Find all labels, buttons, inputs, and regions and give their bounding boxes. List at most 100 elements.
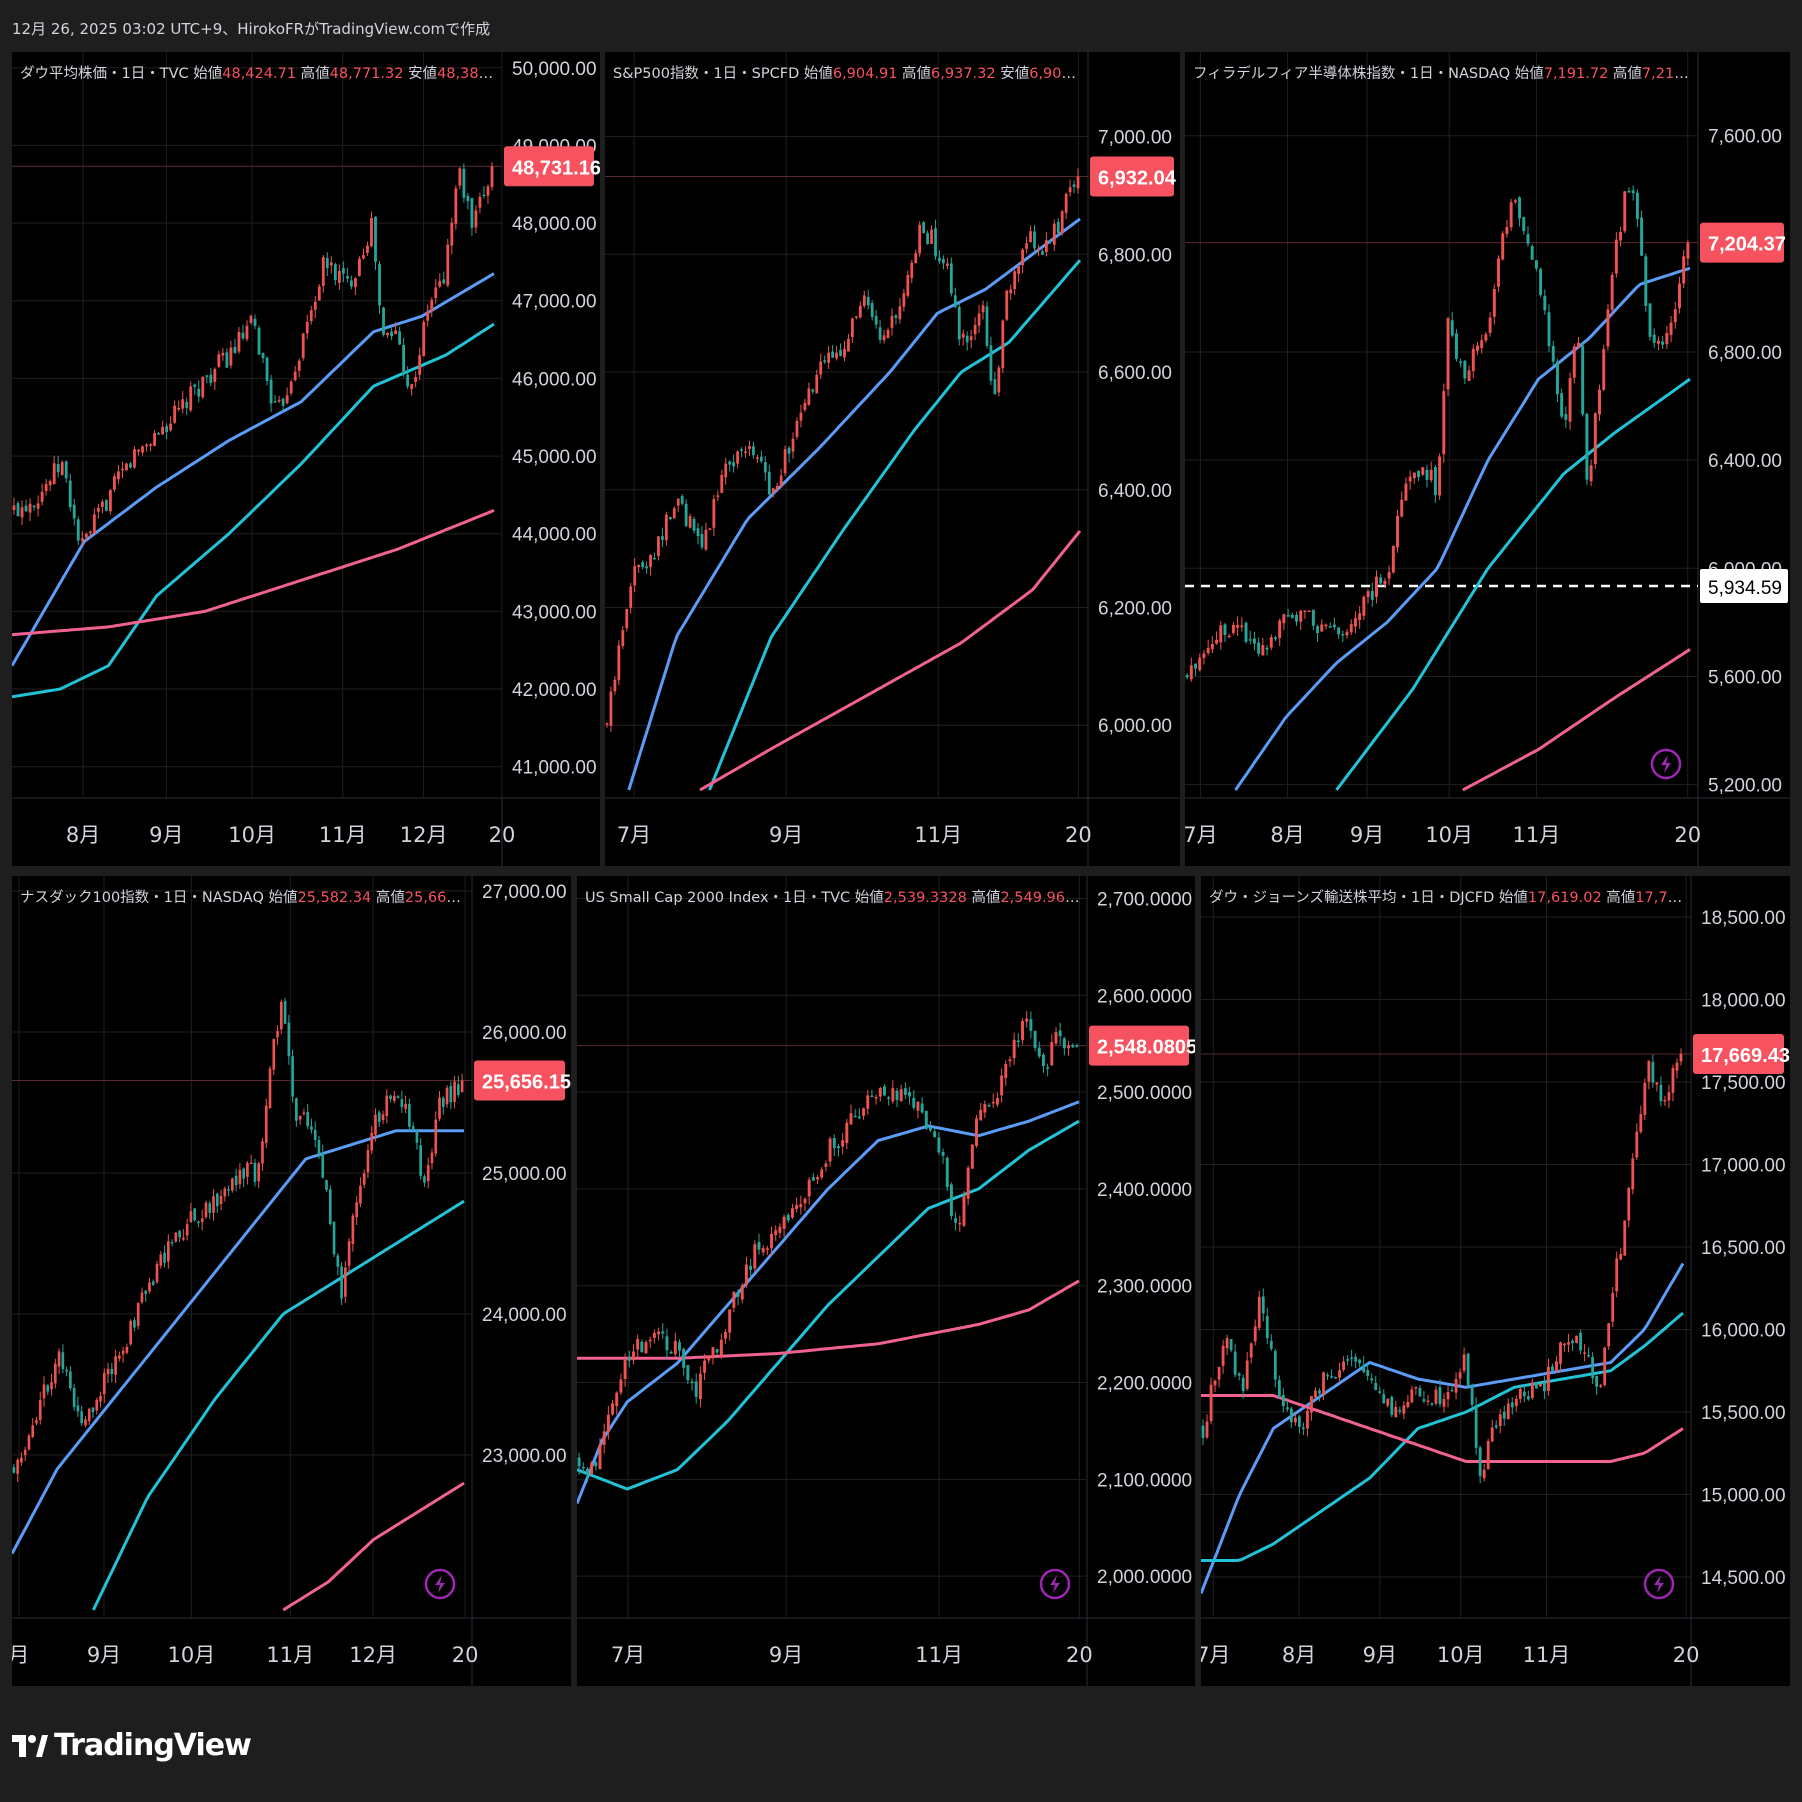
chart-canvas-dow[interactable]: 50,000.0049,000.0048,000.0047,000.0046,0… bbox=[12, 52, 600, 866]
candle bbox=[20, 1452, 23, 1466]
candle bbox=[795, 417, 799, 440]
candles bbox=[12, 997, 464, 1483]
candle bbox=[1326, 1372, 1329, 1381]
candle bbox=[1056, 218, 1060, 235]
candle bbox=[411, 1122, 415, 1132]
candle bbox=[761, 1245, 765, 1256]
candle bbox=[329, 256, 333, 274]
candle bbox=[732, 1291, 736, 1313]
candle bbox=[1237, 1372, 1241, 1381]
chart-legend-sox[interactable]: フィラデルフィア半導体株指数・1日・NASDAQ 始値7,191.72 高値7,… bbox=[1193, 62, 1692, 83]
candle bbox=[221, 348, 225, 361]
chart-panel-rut[interactable]: 2,700.0000 2,600.0000 2,500.0000 2,400.0000… bbox=[577, 876, 1195, 1686]
candle bbox=[787, 446, 791, 463]
candle bbox=[144, 1289, 148, 1303]
chart-legend-djt[interactable]: ダウ・ジョーンズ輸送株平均・1日・DJCFD 始値17,619.02 高値17,… bbox=[1209, 886, 1685, 907]
candle bbox=[213, 367, 217, 391]
candle bbox=[903, 1082, 907, 1100]
candle bbox=[1647, 1060, 1651, 1090]
candle bbox=[637, 564, 641, 573]
candle bbox=[1076, 168, 1080, 194]
candle bbox=[344, 1261, 347, 1303]
candle bbox=[398, 326, 402, 346]
y-tick-label: 2,600.0000 bbox=[1097, 986, 1192, 1007]
lightning-bolt-icon[interactable] bbox=[1039, 1568, 1071, 1600]
candle bbox=[1060, 209, 1064, 236]
candle bbox=[197, 380, 201, 403]
chart-legend-dow[interactable]: ダウ平均株価・1日・TVC 始値48,424.71 高値48,771.32 安値… bbox=[20, 62, 496, 83]
moving-average-3 bbox=[12, 509, 495, 637]
candle bbox=[1354, 1353, 1358, 1369]
chart-panel-spx[interactable]: 7,000.00 6,800.00 6,600.00 6,400.00 6,200.00… bbox=[605, 52, 1180, 866]
x-tick-label: 12月 bbox=[400, 823, 448, 847]
candle bbox=[1269, 634, 1273, 651]
candle bbox=[140, 1287, 144, 1305]
candle bbox=[661, 1323, 665, 1339]
x-tick-label: 7月 bbox=[1201, 1643, 1230, 1667]
candle bbox=[1623, 1220, 1627, 1257]
candle bbox=[1471, 344, 1475, 379]
last-price-tag: 6,932.04 bbox=[1090, 156, 1177, 197]
candle bbox=[1189, 657, 1193, 682]
candle bbox=[204, 1200, 208, 1219]
candle bbox=[390, 326, 393, 341]
candle bbox=[1009, 284, 1013, 301]
candle bbox=[1410, 1385, 1414, 1404]
candle bbox=[449, 1081, 453, 1110]
candle bbox=[301, 332, 305, 361]
candle bbox=[1021, 1018, 1024, 1045]
chart-panel-dow[interactable]: 50,000.0049,000.0048,000.0047,000.0046,0… bbox=[12, 52, 600, 866]
chart-legend-spx[interactable]: S&P500指数・1日・SPCFD 始値6,904.91 高値6,937.32 … bbox=[613, 62, 1082, 83]
candle bbox=[924, 1110, 928, 1130]
chart-canvas-ndx[interactable]: 27,000.00 26,000.00 25,000.00 24,000.00 23,0… bbox=[12, 876, 571, 1686]
chart-legend-ndx[interactable]: ナスダック100指数・1日・NASDAQ 始値25,582.34 高値25,66… bbox=[20, 886, 466, 907]
candle bbox=[989, 336, 993, 386]
x-tick-label: 10月 bbox=[1425, 823, 1473, 847]
candle bbox=[748, 440, 751, 457]
candle bbox=[1257, 1290, 1261, 1331]
candle bbox=[145, 443, 148, 452]
candle bbox=[1644, 253, 1648, 312]
chart-canvas-djt[interactable]: 18,500.00 18,000.00 17,500.00 17,000.00 16,5… bbox=[1201, 876, 1790, 1686]
candle bbox=[1265, 645, 1269, 656]
candle bbox=[1522, 216, 1526, 235]
chart-canvas-spx[interactable]: 7,000.00 6,800.00 6,600.00 6,400.00 6,200.00… bbox=[605, 52, 1180, 866]
candle bbox=[321, 254, 325, 293]
chart-panel-djt[interactable]: 18,500.00 18,000.00 17,500.00 17,000.00 16,5… bbox=[1201, 876, 1790, 1686]
candle bbox=[724, 1329, 727, 1344]
candle bbox=[155, 1260, 159, 1284]
lightning-bolt-icon[interactable] bbox=[1650, 748, 1682, 780]
candle bbox=[106, 1362, 110, 1383]
candle bbox=[957, 301, 961, 346]
candle bbox=[1033, 1030, 1037, 1052]
candle bbox=[1602, 344, 1606, 391]
lightning-bolt-icon[interactable] bbox=[424, 1568, 456, 1600]
candle bbox=[891, 1080, 895, 1104]
candle bbox=[1281, 1388, 1285, 1413]
candle bbox=[858, 301, 862, 319]
candle bbox=[716, 490, 720, 501]
candle bbox=[133, 446, 136, 469]
candle bbox=[1631, 185, 1635, 201]
candle bbox=[157, 431, 161, 435]
candle bbox=[1526, 226, 1530, 247]
y-tick-label: 18,000.00 bbox=[1701, 991, 1786, 1012]
chart-panel-sox[interactable]: 7,600.006,800.006,400.006,000.005,600.00… bbox=[1185, 52, 1790, 866]
y-tick-label: 2,100.0000 bbox=[1097, 1470, 1192, 1491]
candle bbox=[1013, 269, 1017, 295]
candle bbox=[811, 1173, 815, 1181]
chart-canvas-rut[interactable]: 2,700.0000 2,600.0000 2,500.0000 2,400.0000… bbox=[577, 876, 1195, 1686]
chart-panel-ndx[interactable]: 27,000.00 26,000.00 25,000.00 24,000.00 23,0… bbox=[12, 876, 571, 1686]
candle bbox=[1249, 1342, 1253, 1364]
x-tick-label: 9月 bbox=[149, 823, 183, 847]
y-tick-label: 14,500.00 bbox=[1701, 1568, 1786, 1589]
chart-legend-rut[interactable]: US Small Cap 2000 Index・1日・TVC 始値2,539.3… bbox=[585, 886, 1081, 907]
candle bbox=[953, 287, 957, 309]
candle bbox=[466, 192, 470, 210]
tradingview-logo[interactable]: TradingView bbox=[12, 1722, 252, 1768]
candle bbox=[1037, 1041, 1041, 1059]
candle bbox=[1001, 319, 1005, 373]
candles bbox=[1185, 185, 1690, 682]
lightning-bolt-icon[interactable] bbox=[1643, 1568, 1675, 1600]
chart-canvas-sox[interactable]: 7,600.006,800.006,400.006,000.005,600.00… bbox=[1185, 52, 1790, 866]
